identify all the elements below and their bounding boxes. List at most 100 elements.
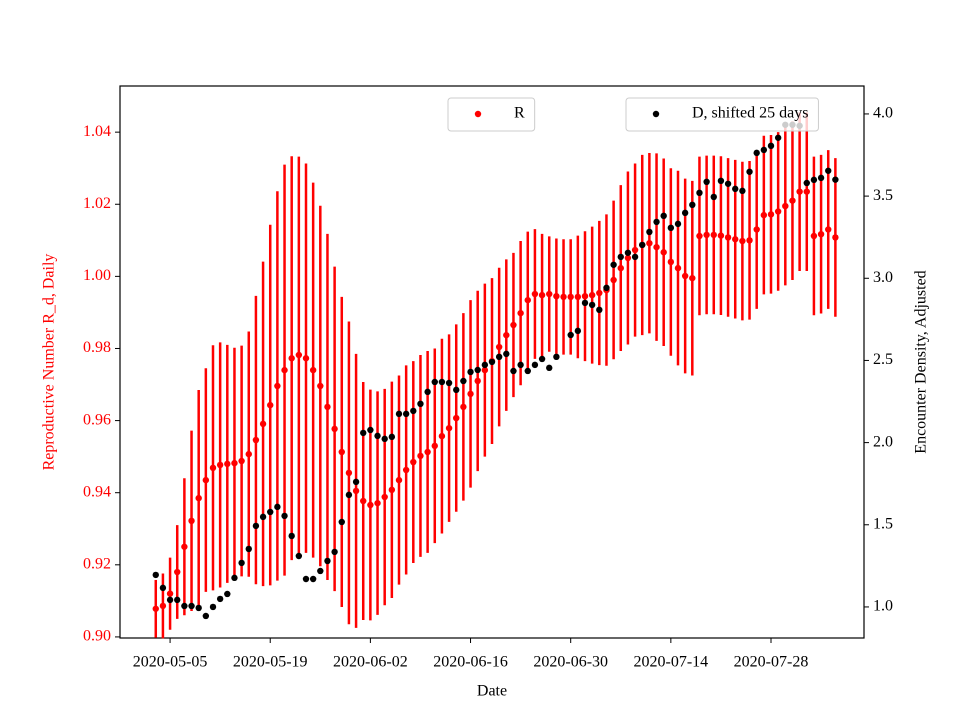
data-point: [581, 292, 589, 300]
y-tick-label: 1.04: [83, 123, 111, 140]
data-point: [631, 246, 639, 254]
data-point: [302, 575, 310, 583]
data-point: [639, 241, 646, 249]
data-point: [696, 232, 703, 240]
data-point: [381, 493, 388, 501]
data-point: [216, 461, 224, 469]
data-point: [438, 378, 446, 386]
data-point: [653, 218, 660, 226]
data-point: [610, 276, 617, 284]
data-point: [252, 436, 260, 444]
y2-tick-label: 3.5: [873, 187, 893, 204]
data-point: [410, 407, 417, 415]
x-tick-label: 2020-07-14: [634, 654, 709, 671]
data-point: [431, 378, 438, 386]
legend-box: [625, 97, 819, 132]
data-point: [732, 185, 739, 193]
data-point: [274, 382, 281, 390]
data-point: [588, 291, 596, 299]
legend-box: [447, 97, 536, 132]
data-point: [803, 179, 810, 187]
data-point: [417, 400, 424, 408]
data-point: [553, 353, 560, 361]
data-point: [789, 197, 796, 204]
data-point: [245, 450, 252, 458]
data-point: [467, 368, 474, 376]
data-point: [546, 290, 553, 298]
data-point: [152, 605, 159, 612]
data-point: [796, 188, 803, 195]
data-point: [402, 410, 410, 418]
data-point: [746, 168, 753, 175]
data-point: [603, 284, 610, 292]
data-point: [810, 176, 818, 184]
data-point: [481, 361, 489, 369]
data-point: [503, 331, 510, 339]
data-point: [746, 237, 753, 244]
data-point: [674, 220, 682, 228]
data-point: [610, 261, 617, 268]
data-point: [159, 584, 167, 592]
data-point: [367, 426, 374, 434]
data-point: [395, 410, 403, 418]
data-point: [631, 253, 639, 261]
data-point: [245, 545, 252, 553]
data-point: [689, 274, 696, 282]
data-point: [324, 557, 331, 565]
data-point: [402, 466, 410, 474]
data-point: [338, 448, 345, 456]
data-point: [417, 452, 424, 460]
x-tick-label: 2020-05-05: [133, 654, 208, 671]
data-point: [317, 382, 324, 390]
data-point: [703, 178, 710, 186]
y-tick-label: 1.02: [83, 195, 111, 212]
data-point: [517, 361, 524, 369]
data-point: [524, 367, 531, 375]
data-point: [331, 548, 338, 556]
data-point: [288, 355, 295, 362]
data-point: [774, 208, 782, 215]
data-point: [596, 289, 603, 297]
data-point: [481, 366, 489, 374]
data-point: [267, 508, 274, 516]
data-point: [202, 612, 210, 620]
data-point: [710, 231, 717, 239]
data-point: [345, 491, 353, 499]
data-point: [216, 595, 224, 603]
data-point: [259, 420, 267, 428]
data-point: [531, 361, 539, 369]
data-point: [460, 403, 467, 411]
data-point: [667, 224, 675, 232]
data-point: [732, 236, 739, 243]
y2-tick-label: 4.0: [873, 105, 893, 122]
data-point: [302, 355, 310, 362]
data-point: [202, 476, 210, 484]
data-point: [352, 487, 360, 495]
data-point: [660, 249, 667, 256]
data-point: [252, 522, 260, 530]
data-point: [646, 228, 653, 236]
data-point: [445, 379, 453, 387]
legend-label: D, shifted 25 days: [692, 105, 808, 122]
data-point: [309, 366, 317, 374]
data-point: [624, 249, 632, 256]
data-point: [832, 234, 839, 241]
legend-marker: [474, 110, 482, 118]
data-point: [832, 176, 839, 183]
data-point: [825, 167, 832, 174]
data-point: [696, 189, 703, 197]
data-point: [617, 264, 624, 272]
data-point: [710, 193, 717, 201]
data-point: [538, 355, 546, 363]
data-point: [288, 532, 295, 540]
data-point: [646, 239, 653, 247]
data-point: [281, 512, 288, 520]
data-point: [395, 476, 403, 484]
data-point: [224, 590, 231, 598]
data-point: [453, 386, 460, 394]
data-point: [381, 435, 388, 443]
data-point: [238, 457, 245, 465]
data-point: [360, 429, 367, 437]
data-point: [231, 574, 238, 582]
data-point: [753, 149, 760, 157]
